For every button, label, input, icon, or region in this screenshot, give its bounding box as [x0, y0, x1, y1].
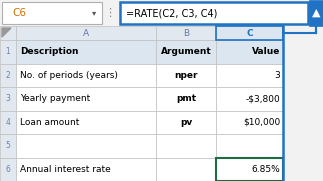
Bar — [216, 157, 283, 181]
Text: Loan amount: Loan amount — [20, 118, 79, 127]
Bar — [16, 110, 156, 134]
Bar — [0, 134, 16, 157]
Text: ▲: ▲ — [312, 8, 320, 18]
Bar — [156, 26, 216, 40]
Text: $10,000: $10,000 — [243, 118, 280, 127]
Text: Annual interest rate: Annual interest rate — [20, 165, 111, 174]
Text: ⋮: ⋮ — [104, 8, 116, 18]
Text: 5: 5 — [5, 141, 10, 150]
Text: pmt: pmt — [176, 94, 196, 103]
Bar — [216, 40, 283, 64]
Bar — [16, 40, 156, 64]
Text: 6: 6 — [5, 165, 10, 174]
Bar — [156, 110, 216, 134]
Bar — [16, 157, 156, 181]
Bar — [156, 157, 216, 181]
Text: ▾: ▾ — [92, 9, 96, 18]
Bar — [156, 40, 216, 64]
Text: 3: 3 — [5, 94, 10, 103]
Bar — [120, 2, 308, 24]
Text: Value: Value — [252, 47, 280, 56]
Bar — [0, 87, 16, 110]
Polygon shape — [2, 28, 11, 37]
Text: Description: Description — [20, 47, 78, 56]
Bar — [0, 110, 16, 134]
Text: C: C — [246, 28, 253, 37]
Bar — [156, 64, 216, 87]
Bar — [16, 87, 156, 110]
Text: Yearly payment: Yearly payment — [20, 94, 90, 103]
Bar — [156, 134, 216, 157]
Text: 2: 2 — [5, 71, 10, 80]
Text: nper: nper — [174, 71, 198, 80]
Text: 4: 4 — [5, 118, 10, 127]
Text: =RATE(C2, C3, C4): =RATE(C2, C3, C4) — [126, 8, 217, 18]
Bar — [156, 87, 216, 110]
Bar — [216, 110, 283, 134]
Bar — [0, 0, 323, 26]
Bar — [0, 64, 16, 87]
Bar — [216, 64, 283, 87]
Text: pv: pv — [180, 118, 192, 127]
Text: No. of periods (years): No. of periods (years) — [20, 71, 118, 80]
Bar — [309, 0, 323, 26]
Text: A: A — [83, 28, 89, 37]
Bar — [16, 26, 156, 40]
Bar — [0, 157, 16, 181]
Bar — [16, 134, 156, 157]
Text: C6: C6 — [12, 8, 26, 18]
Text: B: B — [183, 28, 189, 37]
Bar — [0, 26, 16, 40]
Text: 3: 3 — [274, 71, 280, 80]
Text: 1: 1 — [5, 47, 10, 56]
Text: Argument: Argument — [161, 47, 211, 56]
Bar — [2, 2, 102, 24]
Text: 6.85%: 6.85% — [251, 165, 280, 174]
Bar — [216, 26, 283, 40]
Bar — [16, 64, 156, 87]
Bar — [0, 40, 16, 64]
Bar — [216, 87, 283, 110]
Text: -$3,800: -$3,800 — [245, 94, 280, 103]
Bar — [216, 134, 283, 157]
Bar — [216, 26, 283, 40]
